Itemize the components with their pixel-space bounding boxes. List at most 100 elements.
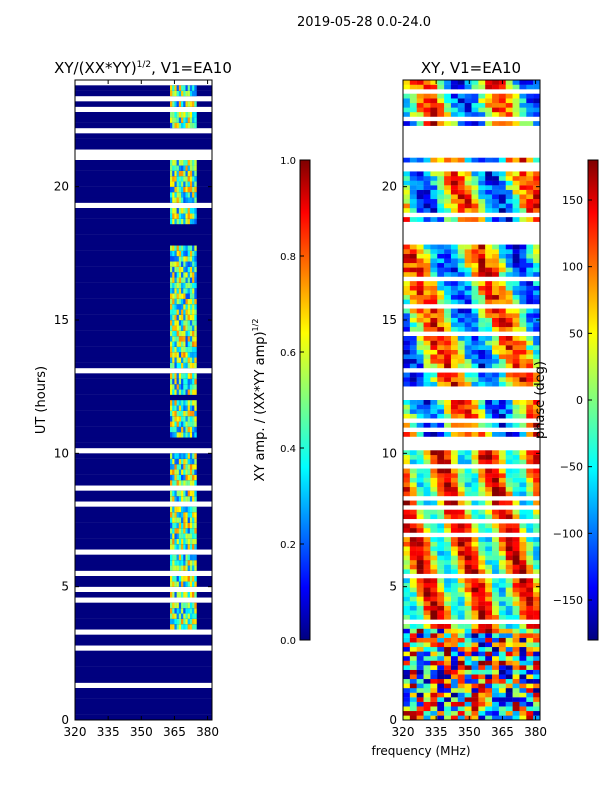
right-heatmap-cell	[403, 710, 411, 716]
left-heatmap-cell	[170, 357, 173, 363]
right-heatmap-cell	[457, 107, 465, 113]
left-heatmap-cell	[170, 160, 173, 166]
left-heatmap-cell	[189, 256, 193, 262]
left-heatmap-cell	[183, 85, 186, 91]
right-heatmap-cell	[403, 194, 411, 200]
right-heatmap-cell	[423, 267, 431, 273]
left-heatmap-cell	[170, 554, 173, 561]
left-heatmap-cell	[192, 272, 195, 278]
right-heatmap-cell	[444, 642, 452, 648]
right-heatmap-cell	[471, 290, 479, 296]
right-heatmap-cell	[409, 486, 417, 492]
left-heatmap-cell	[187, 293, 191, 299]
left-heatmap-cell	[174, 282, 177, 289]
right-heatmap-cell	[450, 628, 458, 634]
left-heatmap-cell	[189, 618, 193, 625]
right-heatmap-cell	[519, 454, 527, 460]
right-heatmap-cell	[526, 633, 534, 638]
right-heatmap-cell	[437, 112, 445, 117]
right-heatmap-cell	[505, 610, 513, 616]
left-heatmap-cell	[192, 325, 195, 331]
left-heatmap-cell	[192, 528, 195, 534]
right-heatmap-cell	[512, 322, 520, 328]
right-heatmap-cell	[430, 363, 438, 369]
right-heatmap-cell	[492, 258, 500, 264]
right-heatmap-cell	[478, 413, 486, 419]
left-heatmap-cell	[194, 298, 197, 305]
colorbar-tick-label: 0	[576, 394, 583, 407]
right-heatmap-cell	[444, 189, 452, 195]
right-heatmap-cell	[533, 258, 540, 264]
right-heatmap-cell	[505, 198, 513, 204]
right-heatmap-cell	[512, 372, 520, 378]
left-heatmap-cell	[172, 426, 175, 433]
right-heatmap-cell	[464, 189, 472, 195]
right-heatmap-cell	[416, 614, 424, 620]
right-heatmap-cell	[464, 710, 472, 716]
right-heatmap-cell	[457, 258, 465, 264]
right-heatmap-cell	[512, 537, 520, 542]
right-heatmap-cell	[533, 628, 540, 634]
right-heatmap-cell	[437, 372, 445, 378]
right-heatmap-cell	[533, 642, 540, 648]
left-heatmap-cell	[192, 389, 195, 395]
right-heatmap-cell	[471, 628, 479, 634]
left-heatmap-cell	[194, 336, 197, 342]
left-heatmap-cell	[181, 554, 184, 561]
right-heatmap-cell	[444, 203, 452, 209]
right-heatmap-cell	[409, 107, 417, 113]
right-heatmap-cell	[457, 253, 465, 259]
left-heatmap-cell	[172, 352, 175, 358]
right-heatmap-cell	[478, 715, 486, 720]
right-heatmap-cell	[505, 249, 513, 254]
right-heatmap-cell	[526, 377, 534, 382]
right-heatmap-cell	[492, 185, 500, 190]
right-heatmap-cell	[485, 400, 493, 405]
right-heatmap-cell	[471, 678, 479, 684]
right-heatmap-cell	[533, 601, 540, 606]
right-heatmap-cell	[492, 345, 500, 350]
right-heatmap-cell	[492, 454, 500, 460]
left-heatmap-cell	[172, 192, 175, 198]
left-heatmap-cell	[187, 608, 191, 614]
right-heatmap-cell	[423, 688, 431, 693]
x-tick-label: 335	[425, 725, 448, 739]
left-heatmap-cell	[185, 400, 188, 406]
right-heatmap-cell	[444, 637, 452, 643]
right-heatmap-cell	[533, 253, 540, 259]
colorbar-tick-label: −100	[553, 527, 583, 540]
left-heatmap-cell	[178, 261, 182, 267]
left-heatmap-cell	[183, 517, 186, 523]
right-heatmap-cell	[519, 253, 527, 259]
right-heatmap-cell	[478, 528, 486, 533]
left-heatmap-cell	[194, 373, 197, 379]
right-heatmap-cell	[498, 121, 506, 126]
left-heatmap-cell	[170, 304, 173, 310]
right-heatmap-cell	[423, 528, 431, 533]
left-heatmap-cell	[192, 538, 195, 545]
right-heatmap-cell	[437, 208, 445, 213]
right-heatmap-cell	[403, 550, 411, 556]
left-heatmap-cell	[185, 469, 188, 475]
right-heatmap-cell	[423, 468, 431, 474]
right-heatmap-cell	[450, 633, 458, 638]
left-heatmap-cell	[172, 208, 175, 214]
left-heatmap-cell	[189, 309, 193, 315]
left-heatmap-cell	[176, 469, 180, 475]
right-heatmap-cell	[450, 98, 458, 104]
left-heatmap-cell	[189, 538, 193, 545]
right-heatmap-cell	[471, 432, 479, 437]
right-heatmap-cell	[485, 322, 493, 328]
right-heatmap-cell	[457, 198, 465, 204]
left-heatmap-cell	[174, 533, 177, 539]
right-heatmap-cell	[416, 564, 424, 570]
right-heatmap-cell	[430, 560, 438, 565]
right-heatmap-cell	[437, 217, 445, 222]
right-heatmap-cell	[403, 281, 411, 286]
left-heatmap-cell	[187, 378, 191, 385]
left-heatmap-cell	[178, 330, 182, 337]
left-heatmap-cell	[185, 250, 188, 257]
left-heatmap-cell	[185, 117, 188, 123]
y-tick-label: 5	[61, 580, 69, 594]
right-heatmap-cell	[526, 208, 534, 213]
